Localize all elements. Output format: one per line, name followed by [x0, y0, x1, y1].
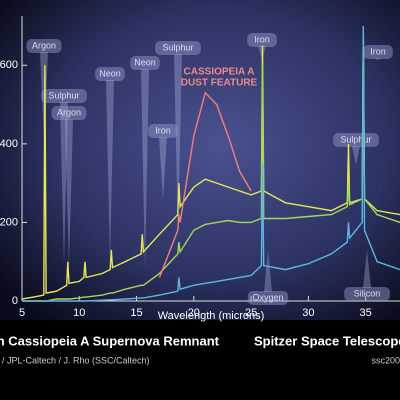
annotation-pointer	[374, 58, 382, 60]
annotation-bubble	[333, 133, 379, 147]
annotation-bubble	[344, 287, 390, 301]
annotation: Sulphur	[340, 134, 371, 144]
series-line	[158, 91, 252, 278]
annotation: Silicon	[354, 288, 381, 298]
annotation-pointer	[363, 250, 371, 288]
annotation: Neon	[99, 68, 121, 78]
annotation-bubble	[26, 39, 62, 53]
annotation: Neon	[134, 57, 156, 67]
annotation-pointer	[60, 102, 68, 265]
annotation-bubble	[41, 89, 87, 103]
annotation-pointer	[141, 69, 149, 270]
annotation: Argon	[57, 107, 81, 117]
annotation-bubble	[148, 124, 178, 138]
x-tick-label: 10	[73, 307, 85, 319]
x-tick-label: 15	[130, 307, 142, 319]
annotation-pointer	[264, 250, 272, 292]
plot-background	[0, 0, 400, 320]
y-tick-label: 600	[0, 59, 18, 71]
series-line	[21, 29, 400, 300]
annotation: Argon	[32, 40, 56, 50]
annotation-bubble	[95, 67, 125, 81]
annotation-bubble	[247, 33, 277, 47]
y-tick-label: 0	[12, 295, 18, 307]
feature-label: CASSIOPEIA A	[184, 67, 255, 78]
x-tick-label: 25	[245, 307, 257, 319]
x-axis-label: Wavelength (microns)	[158, 310, 265, 322]
annotation-pointer	[65, 119, 73, 268]
annotation-pointer	[106, 80, 114, 262]
annotation-pointer	[174, 54, 182, 235]
y-tick-label: 400	[0, 138, 18, 150]
annotation: Sulphur	[48, 90, 79, 100]
annotation-bubble	[155, 41, 201, 55]
credit: / JPL-Caltech / J. Rho (SSC/Caltech)	[2, 355, 150, 365]
subtitle: Spitzer Space Telescope •	[254, 333, 400, 348]
x-tick-label: 20	[188, 307, 200, 319]
feature-label: DUST FEATURE	[181, 78, 258, 89]
annotation-bubble	[363, 45, 393, 59]
annotation-pointer	[352, 146, 360, 165]
annotation: Oxygen	[252, 292, 283, 302]
title: t In Cassiopeia A Supernova Remnant	[0, 333, 220, 348]
code: ssc200	[371, 355, 400, 365]
annotation-bubble	[51, 106, 87, 120]
x-tick-label: 35	[360, 307, 372, 319]
annotation-bubble	[247, 291, 289, 305]
annotation: Iron	[254, 34, 270, 44]
series-line	[22, 45, 400, 302]
annotation: Sulphur	[162, 42, 193, 52]
y-tick-label: 200	[0, 216, 18, 228]
annotation: Iron	[370, 46, 386, 56]
annotation-pointer	[40, 52, 48, 140]
annotation: Iron	[155, 125, 171, 135]
x-tick-label: 30	[302, 307, 314, 319]
annotation-bubble	[130, 56, 160, 70]
x-tick-label: 5	[19, 307, 25, 319]
annotation-pointer	[159, 137, 167, 200]
series-line	[22, 25, 400, 302]
